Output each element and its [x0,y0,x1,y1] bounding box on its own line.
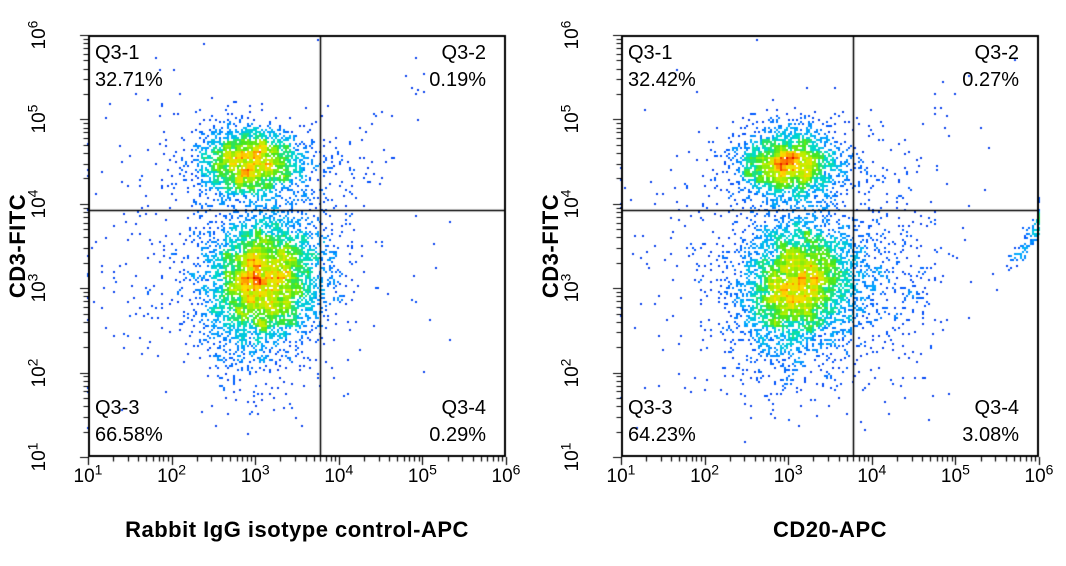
quadrant-name: Q3-2 [974,42,1019,64]
y-tick-label: 102 [557,358,583,388]
y-tick-label: 105 [24,104,50,134]
x-tick-label: 106 [1024,461,1054,487]
quadrant-percent: 0.27% [962,69,1019,91]
quadrant-name: Q3-1 [628,42,673,64]
quadrant-label-q3-3: Q3-3 64.23% [628,395,696,449]
x-tick-label: 104 [857,461,887,487]
y-tick-label: 101 [557,442,583,472]
x-tick-label: 106 [491,461,521,487]
flow-plot-panel-left: CD3-FITC Q3-1 32.71% Q3-2 0.19% Q3-3 66.… [5,20,521,542]
quadrant-name: Q3-3 [628,397,673,419]
quadrant-percent: 0.19% [429,69,486,91]
x-tick-label: 105 [407,461,437,487]
flow-plot-panel-right: CD3-FITC Q3-1 32.42% Q3-2 0.27% Q3-3 64.… [533,0,1066,566]
y-tick-label: 103 [24,273,50,303]
quadrant-label-q3-1: Q3-1 32.71% [95,40,163,94]
quadrant-percent: 64.23% [628,424,696,446]
x-tick-label: 102 [690,461,720,487]
quadrant-label-q3-3: Q3-3 66.58% [95,395,163,449]
x-tick-label: 101 [73,461,103,487]
quadrant-label-q3-2: Q3-2 0.27% [962,40,1019,94]
quadrant-percent: 32.42% [628,69,696,91]
quadrant-name: Q3-2 [441,42,486,64]
quadrant-name: Q3-1 [95,42,140,64]
y-tick-label: 105 [557,104,583,134]
y-tick-label: 103 [557,273,583,303]
y-tick-label: 104 [557,189,583,219]
x-axis-label: Rabbit IgG isotype control-APC [125,517,469,542]
quadrant-label-q3-1: Q3-1 32.42% [628,40,696,94]
x-tick-label: 103 [773,461,803,487]
quadrant-name: Q3-4 [441,397,486,419]
x-tick-label: 105 [940,461,970,487]
quadrant-name: Q3-3 [95,397,140,419]
x-tick-label: 103 [240,461,270,487]
y-tick-label: 101 [24,442,50,472]
x-axis-label: CD20-APC [772,517,888,542]
scatter-plot-canvas [76,34,508,470]
quadrant-label-q3-2: Q3-2 0.19% [429,40,486,94]
quadrant-percent: 0.29% [429,424,486,446]
y-tick-label: 102 [24,358,50,388]
y-axis-label: CD3-FITC [5,193,30,299]
y-tick-label: 106 [24,20,50,50]
quadrant-label-q3-4: Q3-4 0.29% [429,395,486,449]
y-tick-label: 104 [24,189,50,219]
quadrant-percent: 32.71% [95,69,163,91]
x-tick-label: 101 [606,461,636,487]
quadrant-name: Q3-4 [974,397,1019,419]
x-tick-label: 102 [157,461,187,487]
y-axis-label: CD3-FITC [538,193,563,299]
y-tick-label: 106 [557,20,583,50]
quadrant-percent: 66.58% [95,424,163,446]
quadrant-percent: 3.08% [962,424,1019,446]
scatter-plot-canvas [609,34,1041,470]
x-tick-label: 104 [324,461,354,487]
quadrant-label-q3-4: Q3-4 3.08% [962,395,1019,449]
